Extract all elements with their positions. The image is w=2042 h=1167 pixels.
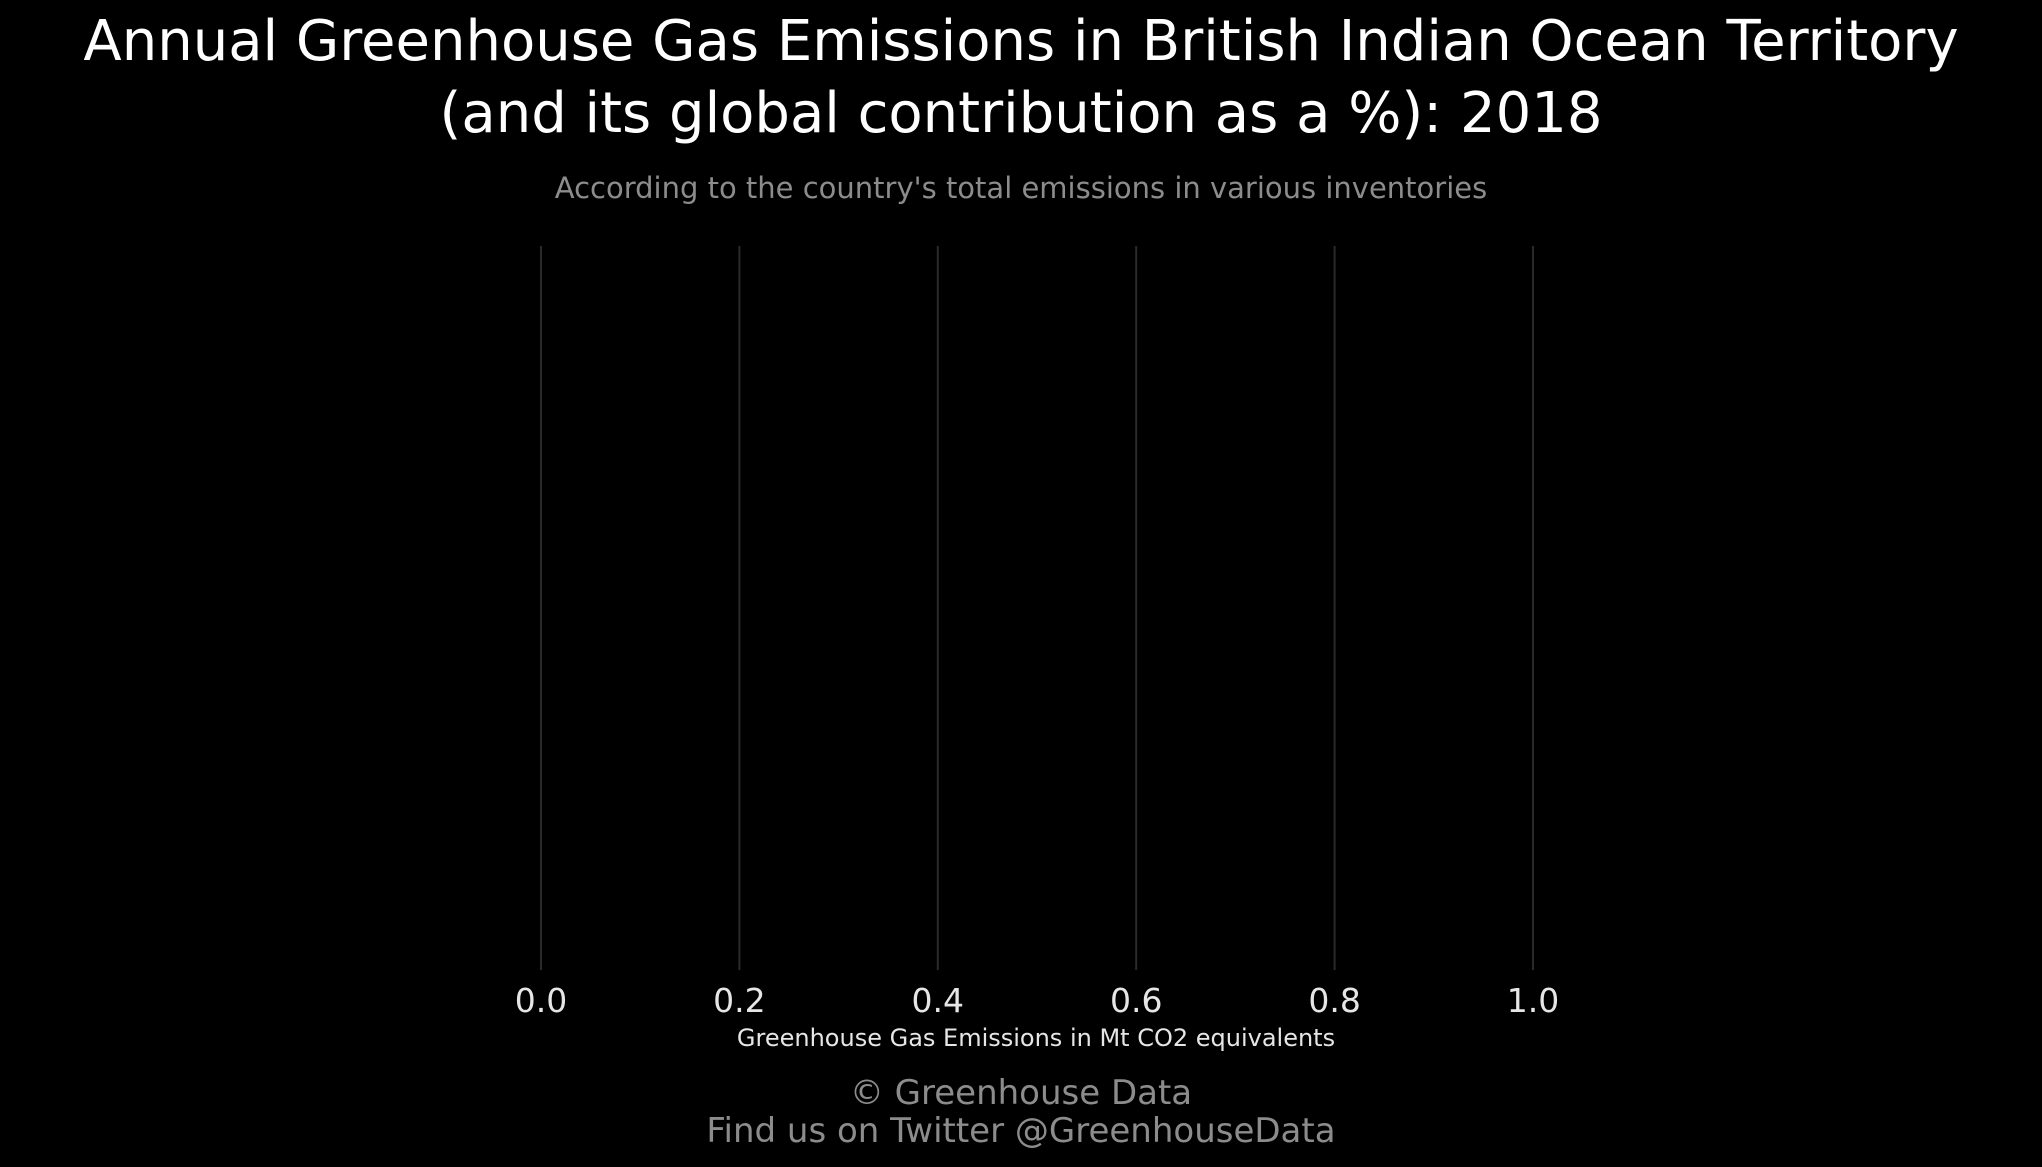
x-tick-label-4: 0.8 [1308, 981, 1360, 1020]
x-tick-label-0: 0.0 [515, 981, 567, 1020]
x-tick-label-5: 1.0 [1507, 981, 1559, 1020]
x-tick-label-1: 0.2 [713, 981, 765, 1020]
caption-copyright: © Greenhouse Data [849, 1073, 1193, 1113]
chart-subtitle: According to the country's total emissio… [554, 171, 1488, 205]
chart-title: Annual Greenhouse Gas Emissions in Briti… [83, 9, 1959, 146]
x-tick-label-2: 0.4 [912, 981, 964, 1020]
x-tick-label-3: 0.6 [1110, 981, 1162, 1020]
x-tick-labels: 0.0 0.2 0.4 0.6 0.8 1.0 [515, 981, 1559, 1020]
caption-twitter: Find us on Twitter @GreenhouseData [706, 1111, 1336, 1151]
x-axis-label: Greenhouse Gas Emissions in Mt CO2 equiv… [737, 1024, 1335, 1052]
gridlines [540, 246, 1534, 970]
